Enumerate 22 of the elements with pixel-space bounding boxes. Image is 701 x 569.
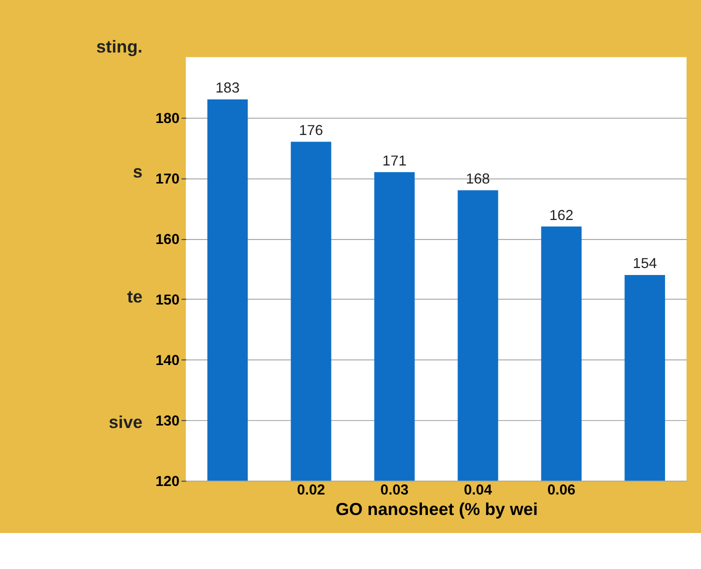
x-tick-label: 0.04 bbox=[464, 482, 492, 499]
text: s bbox=[132, 161, 143, 182]
data-label: 154 bbox=[632, 256, 657, 272]
x-tick-label: 0.03 bbox=[380, 482, 409, 499]
data-label: 168 bbox=[466, 171, 490, 188]
y-tick-label: 160 bbox=[155, 232, 180, 248]
y-tick-label: 180 bbox=[155, 110, 180, 127]
data-label: 176 bbox=[298, 123, 324, 140]
y-tick-label: 140 bbox=[155, 352, 180, 369]
data-label: 171 bbox=[382, 153, 407, 170]
text: sting. bbox=[96, 36, 143, 56]
y-tick-label: 170 bbox=[155, 171, 180, 188]
x-tick-label: 0.02 bbox=[296, 482, 326, 499]
y-tick-label: 130 bbox=[155, 414, 180, 430]
x-tick-label: 0.06 bbox=[547, 482, 576, 499]
x-axis-title: GO nanosheet (% by wei bbox=[336, 498, 538, 519]
data-label: 162 bbox=[549, 208, 574, 224]
data-label: 183 bbox=[216, 80, 240, 97]
y-tick-label: 120 bbox=[155, 474, 180, 490]
text: sive bbox=[108, 412, 143, 432]
text: te bbox=[127, 286, 143, 307]
y-tick-label: 150 bbox=[155, 292, 180, 308]
